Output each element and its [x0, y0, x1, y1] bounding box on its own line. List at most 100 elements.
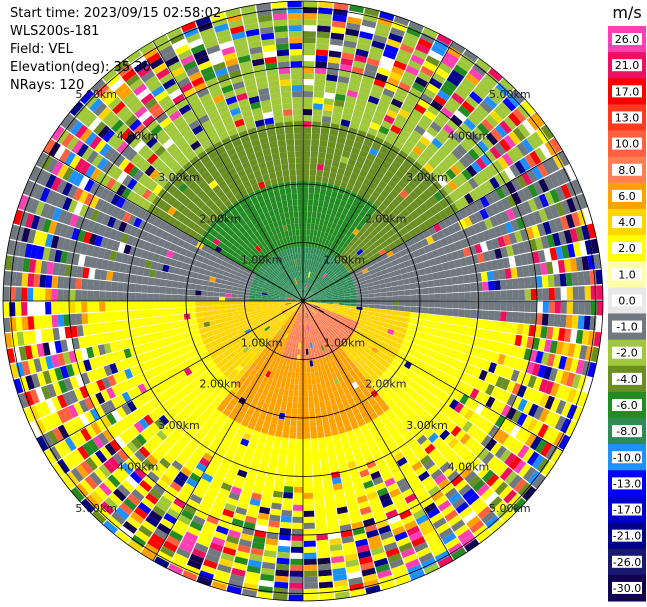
velocity-gate: [317, 25, 331, 33]
velocity-gate: [502, 355, 512, 367]
velocity-gate: [454, 240, 463, 251]
velocity-gate: [426, 507, 441, 519]
velocity-gate: [479, 381, 490, 393]
velocity-gate: [313, 480, 323, 487]
velocity-gate: [267, 307, 275, 311]
velocity-gate: [534, 237, 544, 251]
velocity-gate: [290, 378, 295, 385]
velocity-gate: [296, 438, 303, 445]
velocity-gate: [25, 375, 35, 390]
velocity-gate: [291, 302, 298, 306]
velocity-gate: [231, 420, 241, 430]
velocity-gate: [309, 342, 313, 349]
velocity-gate: [427, 104, 440, 116]
velocity-gate: [428, 258, 437, 267]
velocity-gate: [281, 509, 293, 517]
velocity-gate: [390, 335, 399, 343]
velocity-gate: [526, 169, 538, 183]
velocity-gate: [283, 311, 290, 317]
velocity-gate: [345, 230, 353, 238]
velocity-gate: [452, 176, 463, 188]
velocity-gate: [527, 375, 537, 389]
velocity-gate: [506, 301, 513, 312]
velocity-gate: [220, 346, 228, 354]
velocity-gate: [158, 414, 170, 426]
velocity-gate: [220, 313, 227, 319]
velocity-gate: [303, 211, 308, 218]
velocity-gate: [332, 482, 343, 491]
velocity-gate: [356, 42, 371, 52]
velocity-gate: [549, 340, 558, 354]
velocity-gate: [379, 220, 388, 229]
velocity-gate: [391, 285, 399, 292]
velocity-gate: [86, 370, 96, 383]
velocity-gate: [308, 301, 315, 303]
velocity-gate: [428, 448, 440, 459]
velocity-gate: [246, 366, 254, 374]
velocity-gate: [351, 446, 362, 455]
velocity-gate: [358, 500, 370, 510]
velocity-gate: [486, 320, 494, 331]
velocity-gate: [362, 357, 370, 365]
velocity-gate: [451, 474, 464, 487]
velocity-gate: [225, 431, 235, 440]
velocity-gate: [316, 545, 330, 553]
velocity-gate: [220, 279, 228, 285]
velocity-gate: [489, 215, 499, 228]
velocity-gate: [397, 48, 412, 60]
velocity-gate: [384, 477, 396, 488]
velocity-gate: [413, 186, 423, 197]
velocity-gate: [250, 361, 258, 369]
velocity-gate: [180, 232, 189, 242]
velocity-gate: [373, 156, 384, 166]
velocity-gate: [423, 162, 434, 174]
velocity-gate: [366, 459, 377, 469]
velocity-gate: [417, 492, 431, 504]
velocity-gate: [542, 160, 554, 175]
velocity-gate: [46, 383, 57, 398]
velocity-gate: [308, 297, 315, 300]
velocity-gate: [402, 431, 413, 442]
velocity-gate: [549, 413, 561, 428]
velocity-gate: [372, 332, 380, 339]
velocity-gate: [28, 258, 37, 273]
velocity-gate: [140, 249, 149, 260]
velocity-gate: [571, 212, 581, 227]
velocity-gate: [346, 210, 354, 218]
velocity-gate: [388, 412, 398, 422]
velocity-gate: [107, 260, 116, 271]
velocity-gate: [433, 314, 441, 323]
velocity-gate: [531, 251, 540, 264]
velocity-gate: [327, 247, 333, 255]
velocity-gate: [330, 249, 336, 256]
velocity-gate: [284, 383, 290, 390]
velocity-gate: [160, 323, 169, 331]
velocity-gate: [532, 473, 546, 489]
velocity-gate: [390, 145, 401, 155]
velocity-gate: [253, 449, 263, 458]
velocity-gate: [327, 221, 333, 229]
velocity-gate: [271, 379, 278, 387]
velocity-gate: [142, 402, 153, 414]
velocity-gate: [469, 497, 484, 511]
velocity-gate: [70, 467, 84, 483]
velocity-gate: [214, 314, 221, 320]
velocity-gate: [336, 81, 349, 90]
velocity-gate: [485, 350, 495, 362]
velocity-gate: [249, 416, 258, 425]
velocity-gate: [171, 294, 178, 301]
velocity-gate: [148, 377, 158, 388]
velocity-gate: [276, 329, 282, 335]
velocity-gate: [349, 271, 357, 277]
velocity-gate: [370, 228, 379, 237]
velocity-gate: [525, 433, 537, 448]
velocity-gate: [414, 206, 424, 216]
velocity-gate: [326, 278, 333, 284]
velocity-gate: [97, 344, 106, 356]
velocity-gate: [273, 587, 288, 595]
velocity-gate: [311, 279, 315, 286]
velocity-gate: [231, 301, 238, 305]
velocity-gate: [388, 324, 396, 331]
velocity-gate: [366, 361, 375, 369]
velocity-gate: [124, 319, 132, 330]
